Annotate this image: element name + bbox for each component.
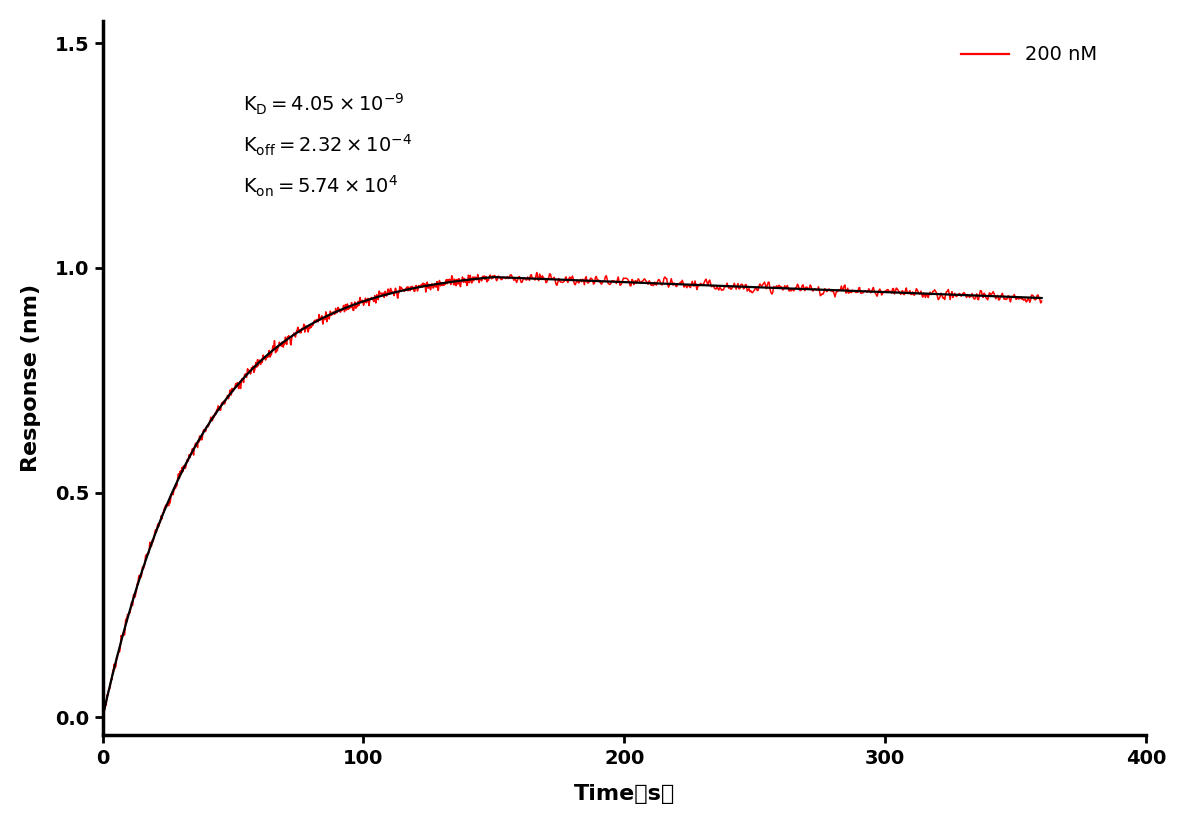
Y-axis label: Response (nm): Response (nm): [21, 284, 40, 472]
X-axis label: Time（s）: Time（s）: [573, 785, 675, 804]
Text: $\mathregular{K_D=4.05\times10^{-9}}$
$\mathregular{K_{off}=2.32\times10^{-4}}$
: $\mathregular{K_D=4.05\times10^{-9}}$ $\…: [243, 92, 412, 200]
Legend: 200 nM: 200 nM: [953, 38, 1105, 73]
